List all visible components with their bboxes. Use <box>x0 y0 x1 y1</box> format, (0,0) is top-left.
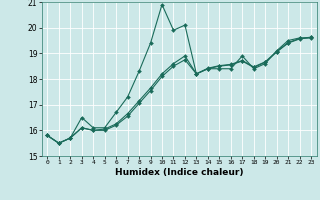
X-axis label: Humidex (Indice chaleur): Humidex (Indice chaleur) <box>115 168 244 177</box>
